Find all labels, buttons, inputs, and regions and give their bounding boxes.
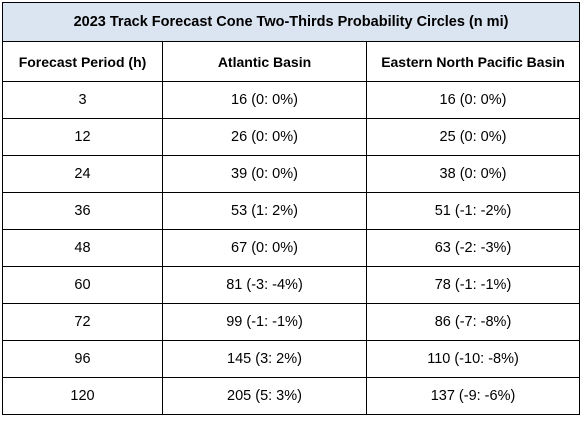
- cell-atlantic-basin: 53 (1: 2%): [162, 192, 367, 230]
- cell-eastern-north-pacific-basin: 86 (-7: -8%): [365, 303, 581, 341]
- cell-forecast-period: 24: [2, 155, 163, 193]
- table-row: 60 81 (-3: -4%) 78 (-1: -1%): [2, 266, 581, 304]
- cell-forecast-period: 96: [2, 340, 163, 378]
- table-row: 96 145 (3: 2%) 110 (-10: -8%): [2, 340, 581, 378]
- cell-atlantic-basin: 39 (0: 0%): [162, 155, 367, 193]
- cell-atlantic-basin: 81 (-3: -4%): [162, 266, 367, 304]
- cell-atlantic-basin: 26 (0: 0%): [162, 118, 367, 156]
- cell-eastern-north-pacific-basin: 25 (0: 0%): [365, 118, 581, 156]
- cell-atlantic-basin: 205 (5: 3%): [162, 377, 367, 415]
- cell-atlantic-basin: 145 (3: 2%): [162, 340, 367, 378]
- column-header-forecast-period: Forecast Period (h): [2, 41, 163, 82]
- cell-atlantic-basin: 16 (0: 0%): [162, 81, 367, 119]
- table-header-row: Forecast Period (h) Atlantic Basin Easte…: [2, 41, 581, 82]
- cell-forecast-period: 12: [2, 118, 163, 156]
- table-row: 36 53 (1: 2%) 51 (-1: -2%): [2, 192, 581, 230]
- column-header-eastern-north-pacific-basin: Eastern North Pacific Basin: [365, 41, 581, 82]
- table-row: 72 99 (-1: -1%) 86 (-7: -8%): [2, 303, 581, 341]
- table-row: 24 39 (0: 0%) 38 (0: 0%): [2, 155, 581, 193]
- column-header-atlantic-basin: Atlantic Basin: [162, 41, 367, 82]
- cell-atlantic-basin: 99 (-1: -1%): [162, 303, 367, 341]
- cell-eastern-north-pacific-basin: 78 (-1: -1%): [365, 266, 581, 304]
- cell-atlantic-basin: 67 (0: 0%): [162, 229, 367, 267]
- cell-forecast-period: 60: [2, 266, 163, 304]
- cell-eastern-north-pacific-basin: 137 (-9: -6%): [365, 377, 581, 415]
- cell-forecast-period: 3: [2, 81, 163, 119]
- cell-eastern-north-pacific-basin: 63 (-2: -3%): [365, 229, 581, 267]
- cell-eastern-north-pacific-basin: 38 (0: 0%): [365, 155, 581, 193]
- cell-eastern-north-pacific-basin: 110 (-10: -8%): [365, 340, 581, 378]
- table-row: 12 26 (0: 0%) 25 (0: 0%): [2, 118, 581, 156]
- document-page: 2023 Track Forecast Cone Two-Thirds Prob…: [1, 2, 581, 417]
- table-row: 120 205 (5: 3%) 137 (-9: -6%): [2, 377, 581, 415]
- table-title-row: 2023 Track Forecast Cone Two-Thirds Prob…: [1, 2, 581, 42]
- cell-eastern-north-pacific-basin: 51 (-1: -2%): [365, 192, 581, 230]
- cell-eastern-north-pacific-basin: 16 (0: 0%): [365, 81, 581, 119]
- table-row: 48 67 (0: 0%) 63 (-2: -3%): [2, 229, 581, 267]
- cell-forecast-period: 120: [2, 377, 163, 415]
- cell-forecast-period: 48: [2, 229, 163, 267]
- table-title: 2023 Track Forecast Cone Two-Thirds Prob…: [1, 2, 581, 42]
- cell-forecast-period: 36: [2, 192, 163, 230]
- cell-forecast-period: 72: [2, 303, 163, 341]
- forecast-cone-table: 2023 Track Forecast Cone Two-Thirds Prob…: [1, 2, 581, 415]
- table-row: 3 16 (0: 0%) 16 (0: 0%): [2, 81, 581, 119]
